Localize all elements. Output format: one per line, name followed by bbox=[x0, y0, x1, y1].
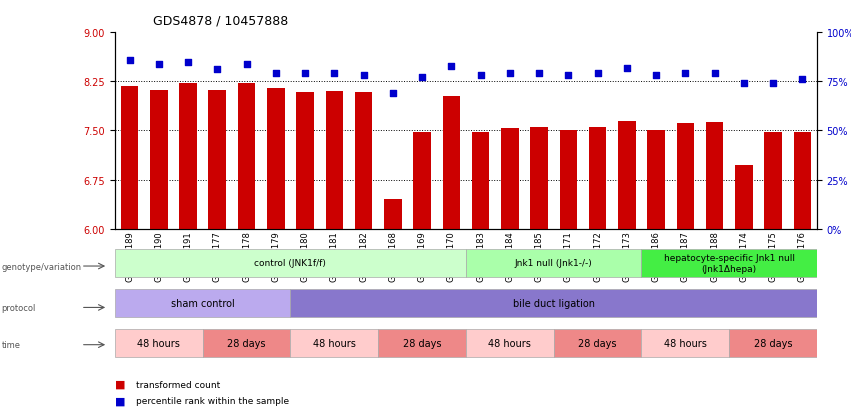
Bar bbox=[793, 133, 811, 229]
Point bbox=[737, 81, 751, 87]
Text: time: time bbox=[2, 340, 20, 349]
Text: 48 hours: 48 hours bbox=[137, 338, 180, 349]
Point bbox=[386, 90, 400, 97]
Bar bbox=[203, 330, 290, 357]
Text: Jnk1 null (Jnk1-/-): Jnk1 null (Jnk1-/-) bbox=[515, 259, 592, 268]
Bar bbox=[530, 128, 548, 229]
Bar bbox=[729, 330, 817, 357]
Text: genotype/variation: genotype/variation bbox=[2, 262, 82, 271]
Bar bbox=[618, 121, 636, 229]
Bar bbox=[208, 90, 226, 229]
Text: bile duct ligation: bile duct ligation bbox=[512, 298, 595, 309]
Text: 28 days: 28 days bbox=[403, 338, 442, 349]
Text: 28 days: 28 days bbox=[579, 338, 617, 349]
Point bbox=[415, 75, 429, 81]
Bar bbox=[642, 249, 817, 277]
Bar bbox=[115, 330, 203, 357]
Point bbox=[620, 65, 634, 72]
Text: sham control: sham control bbox=[171, 298, 235, 309]
Point bbox=[766, 81, 780, 87]
Text: transformed count: transformed count bbox=[136, 380, 220, 389]
Point bbox=[328, 71, 341, 78]
Point bbox=[708, 71, 722, 78]
Bar bbox=[378, 330, 466, 357]
Bar bbox=[115, 249, 466, 277]
Bar bbox=[735, 165, 752, 229]
Bar bbox=[150, 90, 168, 229]
Bar bbox=[677, 123, 694, 229]
Bar bbox=[384, 200, 402, 229]
Point bbox=[181, 59, 195, 66]
Bar bbox=[355, 93, 373, 229]
Point bbox=[503, 71, 517, 78]
Point bbox=[562, 73, 575, 79]
Point bbox=[474, 73, 488, 79]
Text: 28 days: 28 days bbox=[227, 338, 266, 349]
Text: control (JNK1f/f): control (JNK1f/f) bbox=[254, 259, 326, 268]
Bar bbox=[648, 131, 665, 229]
Point bbox=[240, 61, 254, 68]
Point bbox=[298, 71, 311, 78]
Bar bbox=[296, 93, 314, 229]
Point bbox=[796, 77, 809, 83]
Point bbox=[152, 61, 166, 68]
Point bbox=[444, 63, 458, 70]
Bar bbox=[501, 128, 518, 229]
Bar bbox=[466, 249, 642, 277]
Bar bbox=[237, 84, 255, 229]
Bar bbox=[290, 330, 378, 357]
Text: 28 days: 28 days bbox=[754, 338, 792, 349]
Bar bbox=[764, 133, 782, 229]
Text: 48 hours: 48 hours bbox=[664, 338, 707, 349]
Bar bbox=[559, 131, 577, 229]
Point bbox=[649, 73, 663, 79]
Bar bbox=[642, 330, 729, 357]
Bar bbox=[325, 92, 343, 229]
Text: GDS4878 / 10457888: GDS4878 / 10457888 bbox=[153, 14, 288, 27]
Text: protocol: protocol bbox=[2, 303, 36, 312]
Point bbox=[210, 67, 224, 74]
Bar bbox=[121, 87, 138, 229]
Text: ■: ■ bbox=[115, 379, 125, 389]
Point bbox=[357, 73, 370, 79]
Text: percentile rank within the sample: percentile rank within the sample bbox=[136, 396, 289, 405]
Bar bbox=[180, 84, 197, 229]
Bar bbox=[115, 290, 290, 317]
Point bbox=[269, 71, 283, 78]
Text: 48 hours: 48 hours bbox=[488, 338, 531, 349]
Text: 48 hours: 48 hours bbox=[313, 338, 356, 349]
Bar bbox=[705, 123, 723, 229]
Bar bbox=[414, 133, 431, 229]
Point bbox=[678, 71, 692, 78]
Point bbox=[532, 71, 545, 78]
Bar bbox=[443, 97, 460, 229]
Bar bbox=[466, 330, 554, 357]
Bar bbox=[290, 290, 817, 317]
Bar bbox=[589, 128, 606, 229]
Bar bbox=[554, 330, 642, 357]
Bar bbox=[267, 89, 284, 229]
Point bbox=[123, 57, 136, 64]
Bar bbox=[471, 133, 489, 229]
Point bbox=[591, 71, 604, 78]
Text: ■: ■ bbox=[115, 396, 125, 406]
Text: hepatocyte-specific Jnk1 null
(Jnk1Δhepa): hepatocyte-specific Jnk1 null (Jnk1Δhepa… bbox=[664, 254, 795, 273]
